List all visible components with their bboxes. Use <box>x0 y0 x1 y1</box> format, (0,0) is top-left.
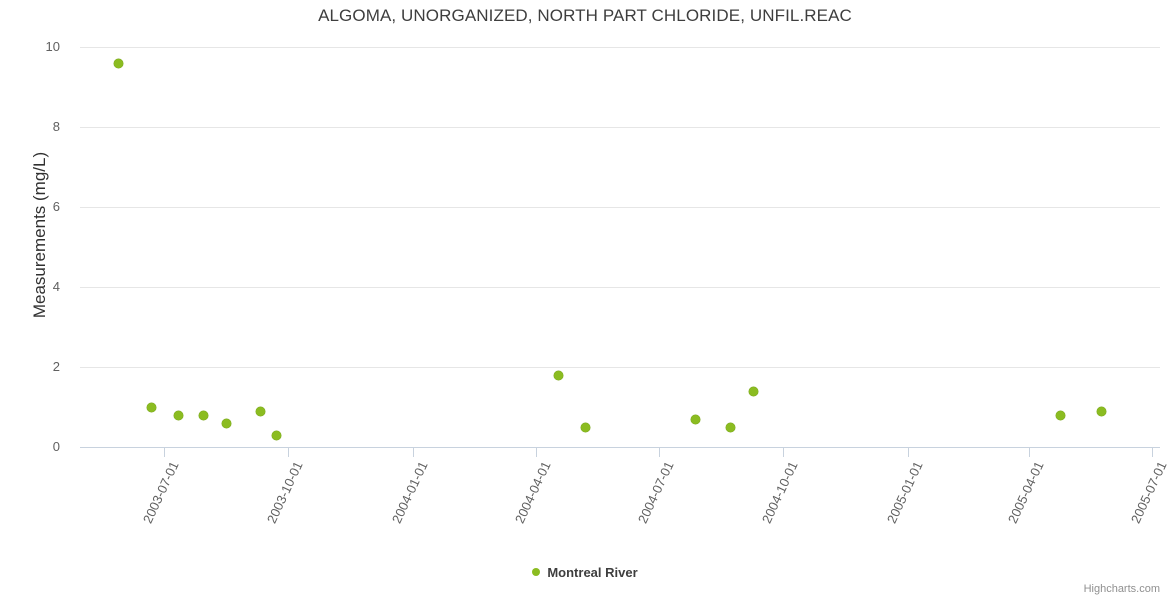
gridline <box>80 367 1160 368</box>
x-axis-tick-label: 2004-10-01 <box>759 459 801 526</box>
x-axis-tick <box>412 448 414 457</box>
y-axis-tick-label: 8 <box>52 119 60 134</box>
x-axis-tick <box>783 448 785 457</box>
y-axis-tick-label: 6 <box>52 199 60 214</box>
x-axis-tick-label: 2004-07-01 <box>634 459 677 526</box>
x-axis-tick-label: 2003-07-01 <box>139 459 182 526</box>
legend-marker-icon <box>532 568 541 576</box>
data-point[interactable] <box>1055 410 1065 420</box>
y-axis-tick-label: 10 <box>45 39 60 54</box>
data-point[interactable] <box>255 406 265 416</box>
data-point[interactable] <box>147 402 157 412</box>
y-axis-tick-label: 0 <box>52 439 60 454</box>
gridline <box>80 47 1160 48</box>
data-point[interactable] <box>554 370 564 380</box>
chart-legend: Montreal River <box>0 563 1170 581</box>
data-point[interactable] <box>690 414 700 424</box>
legend-item-montreal-river[interactable]: Montreal River <box>532 564 638 580</box>
x-axis-tick-label: 2005-04-01 <box>1005 459 1047 526</box>
data-point[interactable] <box>198 410 208 420</box>
y-axis-tick-label: 4 <box>52 279 60 294</box>
gridline <box>80 127 1160 128</box>
x-axis-tick <box>1152 448 1154 457</box>
data-point[interactable] <box>271 430 281 440</box>
x-axis-tick <box>288 448 290 457</box>
x-axis-tick <box>535 448 537 457</box>
data-point[interactable] <box>221 418 231 428</box>
gridline <box>80 287 1160 288</box>
data-point[interactable] <box>174 410 184 420</box>
x-axis-tick-label: 2005-01-01 <box>883 459 926 526</box>
x-axis-tick <box>658 448 660 457</box>
legend-item-label: Montreal River <box>547 564 638 580</box>
data-point[interactable] <box>726 422 736 432</box>
y-axis-title: Measurements (mg/L) <box>30 151 49 319</box>
x-axis-tick <box>907 448 909 457</box>
chart-title: ALGOMA, UNORGANIZED, NORTH PART CHLORIDE… <box>318 6 852 25</box>
data-point[interactable] <box>581 422 591 432</box>
credits-link[interactable]: Highcharts.com <box>1083 583 1160 595</box>
gridline <box>80 207 1160 208</box>
x-axis-tick-label: 2004-04-01 <box>511 459 554 526</box>
x-axis-tick <box>164 448 165 457</box>
x-axis-tick-label: 2003-10-01 <box>264 459 306 526</box>
x-axis-line <box>80 447 1160 448</box>
x-axis-tick <box>1029 448 1031 457</box>
plot-area: 0 2 4 6 8 10 <box>46 40 1160 453</box>
data-point[interactable] <box>749 386 759 396</box>
x-axis-tick-label: 2004-01-01 <box>388 459 431 526</box>
data-point[interactable] <box>1096 406 1106 416</box>
x-axis-tick-label: 2005-07-01 <box>1128 459 1170 526</box>
data-point[interactable] <box>113 58 123 68</box>
y-axis-tick-label: 2 <box>52 359 60 374</box>
